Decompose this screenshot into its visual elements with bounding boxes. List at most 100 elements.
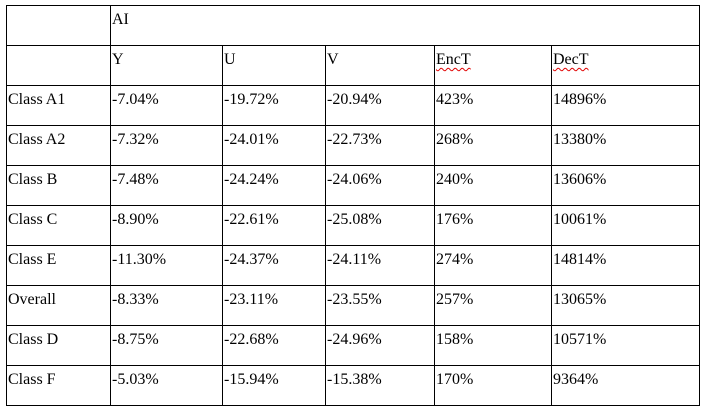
cell: -22.68% [222,325,326,366]
cell: 13606% [551,165,700,206]
column-header: DecT [553,51,589,68]
cell: Class A1 [6,85,111,126]
cell-value: -20.94% [327,91,382,108]
cell: 158% [434,325,552,366]
cell: 14896% [551,85,700,126]
cell-value: 14896% [553,91,607,108]
results-table: AI Y U V EncT DecT Class A1 -7.04% -19.72% -20.9… [6,5,700,406]
cell: Class A2 [6,125,111,166]
cell-value: -22.73% [327,131,382,148]
data-row: Class C -8.90% -22.61% -25.08% 176% 10061% [6,205,700,246]
cell [6,45,111,86]
cell: Class E [6,245,111,286]
cell-value: 9364% [553,371,599,388]
cell: 13380% [551,125,700,166]
column-header: EncT [436,51,471,68]
data-row: Overall -8.33% -23.11% -23.55% 257% 13065% [6,285,700,326]
cell-value: -24.24% [224,171,279,188]
cell: Class F [6,365,111,406]
cell: 13065% [551,285,700,326]
cell-value: -24.96% [327,331,382,348]
cell: Y [110,45,223,86]
cell-value: -8.90% [112,211,159,228]
cell: 10571% [551,325,700,366]
cell-value: 13380% [553,131,607,148]
row-label: Class D [8,331,59,348]
cell-value: -25.08% [327,211,382,228]
cell-value: -15.94% [224,371,279,388]
cell: -24.24% [222,165,326,206]
cell-value: 257% [436,291,474,308]
cell: DecT [551,45,700,86]
cell-value: -8.75% [112,331,159,348]
cell-value: -19.72% [224,91,279,108]
row-label: Class F [8,371,56,388]
data-row: Class E -11.30% -24.37% -24.11% 274% 14814% [6,245,700,286]
group-row: AI [6,5,700,46]
header-row: Y U V EncT DecT [6,45,700,86]
corner-cell [6,5,111,46]
cell-value: 268% [436,131,474,148]
row-label: Overall [8,291,56,308]
cell: Overall [6,285,111,326]
cell: -8.75% [110,325,223,366]
cell: -8.90% [110,205,223,246]
row-label: Class E [8,251,57,268]
cell: -24.37% [222,245,326,286]
cell-value: 13065% [553,291,607,308]
cell-value: -23.55% [327,291,382,308]
cell: 10061% [551,205,700,246]
cell-value: -5.03% [112,371,159,388]
cell: 423% [434,85,552,126]
data-row: Class B -7.48% -24.24% -24.06% 240% 13606% [6,165,700,206]
cell: 14814% [551,245,700,286]
group-cell: AI [110,5,700,46]
cell: Class D [6,325,111,366]
cell-value: -7.04% [112,91,159,108]
cell-value: -24.37% [224,251,279,268]
cell: V [325,45,435,86]
cell: 176% [434,205,552,246]
cell: -24.96% [325,325,435,366]
cell: -20.94% [325,85,435,126]
table-body: AI Y U V EncT DecT Class A1 -7.04% -19.72% -20.9… [6,5,700,406]
cell: -7.04% [110,85,223,126]
data-row: Class D -8.75% -22.68% -24.96% 158% 10571% [6,325,700,366]
cell-value: -23.11% [224,291,279,308]
cell-value: 423% [436,91,474,108]
cell: -7.48% [110,165,223,206]
cell-value: 14814% [553,251,607,268]
row-label: Class C [8,211,58,228]
cell-value: 170% [436,371,474,388]
cell: Class C [6,205,111,246]
cell: -19.72% [222,85,326,126]
cell-value: -24.06% [327,171,382,188]
cell: -25.08% [325,205,435,246]
cell-value: 240% [436,171,474,188]
cell: 170% [434,365,552,406]
row-label: Class B [8,171,58,188]
cell-value: -24.01% [224,131,279,148]
cell-value: -7.48% [112,171,159,188]
cell-value: -15.38% [327,371,382,388]
cell-value: 10061% [553,211,607,228]
cell-value: -24.11% [327,251,382,268]
cell: -24.11% [325,245,435,286]
cell-value: 13606% [553,171,607,188]
column-header: Y [112,51,124,68]
cell-value: -7.32% [112,131,159,148]
cell: -11.30% [110,245,223,286]
cell-value: 176% [436,211,474,228]
cell-value: -22.61% [224,211,279,228]
cell-value: 274% [436,251,474,268]
cell: -5.03% [110,365,223,406]
cell: -24.01% [222,125,326,166]
cell-value: -11.30% [112,251,167,268]
cell: -22.61% [222,205,326,246]
cell: -15.94% [222,365,326,406]
column-header: V [327,51,339,68]
data-row: Class A2 -7.32% -24.01% -22.73% 268% 13380% [6,125,700,166]
cell-value: -22.68% [224,331,279,348]
cell: Class B [6,165,111,206]
data-row: Class F -5.03% -15.94% -15.38% 170% 9364% [6,365,700,406]
